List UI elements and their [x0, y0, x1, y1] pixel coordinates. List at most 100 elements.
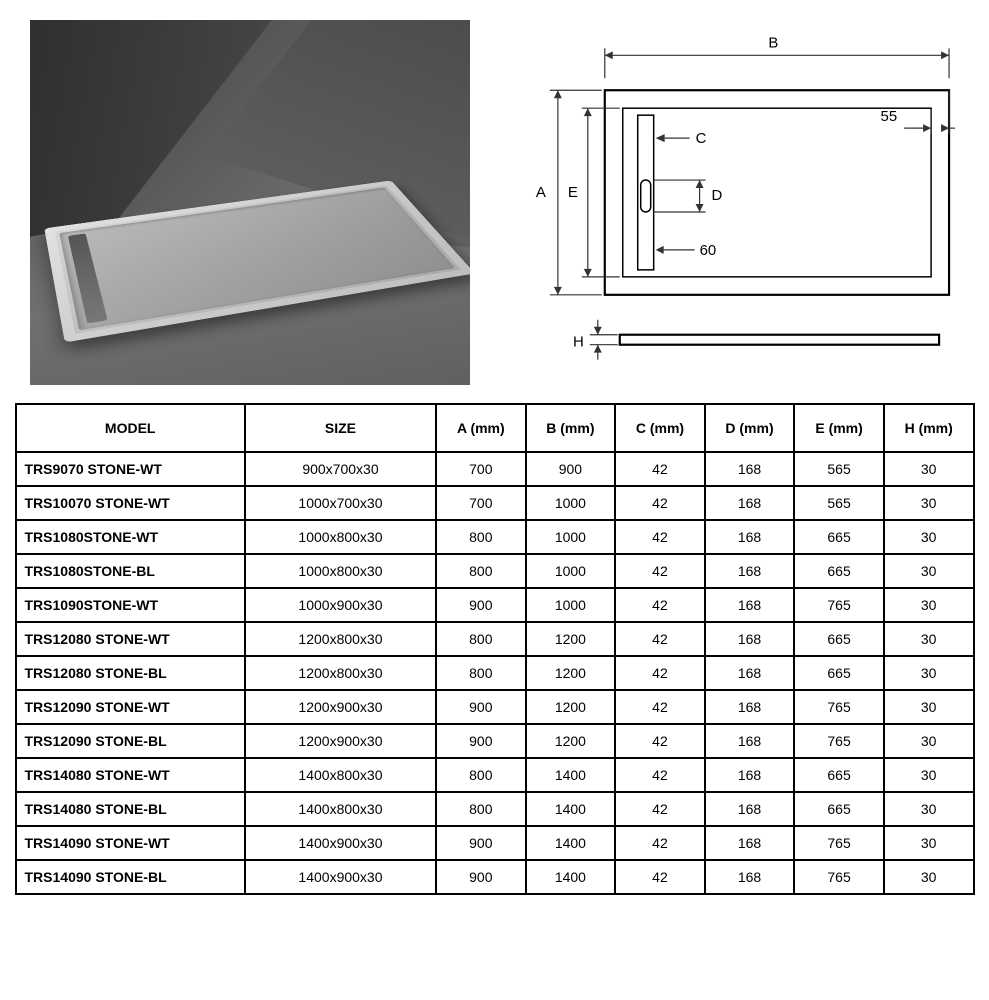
cell-value: 800	[436, 622, 526, 656]
cell-value: 168	[705, 826, 795, 860]
top-section: B A	[10, 20, 979, 385]
cell-value: 1000x700x30	[245, 486, 436, 520]
cell-model: TRS12080 STONE-BL	[16, 656, 245, 690]
label-55: 55	[881, 108, 898, 125]
cell-value: 665	[794, 792, 884, 826]
cell-model: TRS12090 STONE-WT	[16, 690, 245, 724]
cell-value: 1400	[526, 792, 616, 826]
drain-slot	[641, 180, 651, 212]
label-C: C	[696, 130, 707, 147]
cell-model: TRS12080 STONE-WT	[16, 622, 245, 656]
cell-value: 665	[794, 520, 884, 554]
cell-value: 1200x800x30	[245, 622, 436, 656]
label-D: D	[712, 187, 723, 204]
cell-value: 42	[615, 622, 705, 656]
cell-value: 565	[794, 486, 884, 520]
table-header-row: MODEL SIZE A (mm) B (mm) C (mm) D (mm) E…	[16, 404, 974, 452]
cell-value: 900	[526, 452, 616, 486]
cell-value: 168	[705, 452, 795, 486]
cell-value: 665	[794, 554, 884, 588]
col-header: H (mm)	[884, 404, 974, 452]
table-row: TRS10070 STONE-WT1000x700x30700100042168…	[16, 486, 974, 520]
table-row: TRS9070 STONE-WT900x700x3070090042168565…	[16, 452, 974, 486]
cell-value: 30	[884, 554, 974, 588]
cell-value: 665	[794, 622, 884, 656]
cell-value: 168	[705, 690, 795, 724]
cell-value: 1200	[526, 724, 616, 758]
dim-B: B	[605, 34, 949, 78]
table-row: TRS1090STONE-WT1000x900x3090010004216876…	[16, 588, 974, 622]
cell-value: 30	[884, 622, 974, 656]
cell-value: 30	[884, 792, 974, 826]
cell-value: 765	[794, 826, 884, 860]
cell-value: 30	[884, 724, 974, 758]
table-row: TRS1080STONE-WT1000x800x3080010004216866…	[16, 520, 974, 554]
cell-value: 30	[884, 452, 974, 486]
label-H: H	[573, 334, 584, 351]
cell-value: 700	[436, 452, 526, 486]
cell-model: TRS14090 STONE-BL	[16, 860, 245, 894]
cell-value: 1000x800x30	[245, 520, 436, 554]
table-row: TRS14090 STONE-BL1400x900x30900140042168…	[16, 860, 974, 894]
dim-C: C	[656, 130, 707, 147]
tray-inner-rim	[623, 108, 931, 277]
cell-value: 168	[705, 792, 795, 826]
cell-value: 665	[794, 656, 884, 690]
cell-value: 168	[705, 622, 795, 656]
cell-value: 42	[615, 690, 705, 724]
cell-value: 30	[884, 588, 974, 622]
cell-value: 42	[615, 724, 705, 758]
col-header: E (mm)	[794, 404, 884, 452]
cell-model: TRS14080 STONE-BL	[16, 792, 245, 826]
dim-55: 55	[881, 90, 956, 134]
cell-value: 1200	[526, 622, 616, 656]
cell-value: 765	[794, 860, 884, 894]
label-60: 60	[700, 242, 717, 259]
cell-value: 1200x800x30	[245, 656, 436, 690]
cell-value: 1400x900x30	[245, 826, 436, 860]
cell-value: 42	[615, 792, 705, 826]
cell-value: 42	[615, 826, 705, 860]
cell-value: 30	[884, 520, 974, 554]
label-A: A	[536, 184, 546, 201]
cell-value: 1000x800x30	[245, 554, 436, 588]
cell-value: 168	[705, 860, 795, 894]
cell-value: 30	[884, 656, 974, 690]
cell-value: 42	[615, 758, 705, 792]
table-row: TRS12080 STONE-BL1200x800x30800120042168…	[16, 656, 974, 690]
cell-value: 765	[794, 588, 884, 622]
cell-value: 1200x900x30	[245, 690, 436, 724]
col-header: SIZE	[245, 404, 436, 452]
cell-value: 700	[436, 486, 526, 520]
tray-outer	[605, 90, 949, 295]
cell-value: 765	[794, 690, 884, 724]
dim-E: E	[568, 108, 620, 277]
table-row: TRS14080 STONE-BL1400x800x30800140042168…	[16, 792, 974, 826]
cell-model: TRS9070 STONE-WT	[16, 452, 245, 486]
cell-value: 900	[436, 690, 526, 724]
spec-table: MODEL SIZE A (mm) B (mm) C (mm) D (mm) E…	[15, 403, 975, 895]
cell-value: 665	[794, 758, 884, 792]
cell-model: TRS1090STONE-WT	[16, 588, 245, 622]
col-header: C (mm)	[615, 404, 705, 452]
label-B: B	[768, 34, 778, 51]
cell-model: TRS12090 STONE-BL	[16, 724, 245, 758]
cell-value: 42	[615, 486, 705, 520]
cell-value: 30	[884, 690, 974, 724]
cell-value: 900x700x30	[245, 452, 436, 486]
cell-value: 42	[615, 520, 705, 554]
cell-value: 168	[705, 588, 795, 622]
cell-value: 1000x900x30	[245, 588, 436, 622]
cell-value: 900	[436, 724, 526, 758]
table-row: TRS12090 STONE-WT1200x900x30900120042168…	[16, 690, 974, 724]
cell-value: 900	[436, 588, 526, 622]
table-body: TRS9070 STONE-WT900x700x3070090042168565…	[16, 452, 974, 894]
cell-value: 168	[705, 758, 795, 792]
cell-value: 1400	[526, 826, 616, 860]
cell-value: 30	[884, 758, 974, 792]
cell-model: TRS1080STONE-BL	[16, 554, 245, 588]
cell-value: 900	[436, 860, 526, 894]
cell-value: 42	[615, 588, 705, 622]
cell-value: 1000	[526, 486, 616, 520]
cell-value: 1400	[526, 758, 616, 792]
